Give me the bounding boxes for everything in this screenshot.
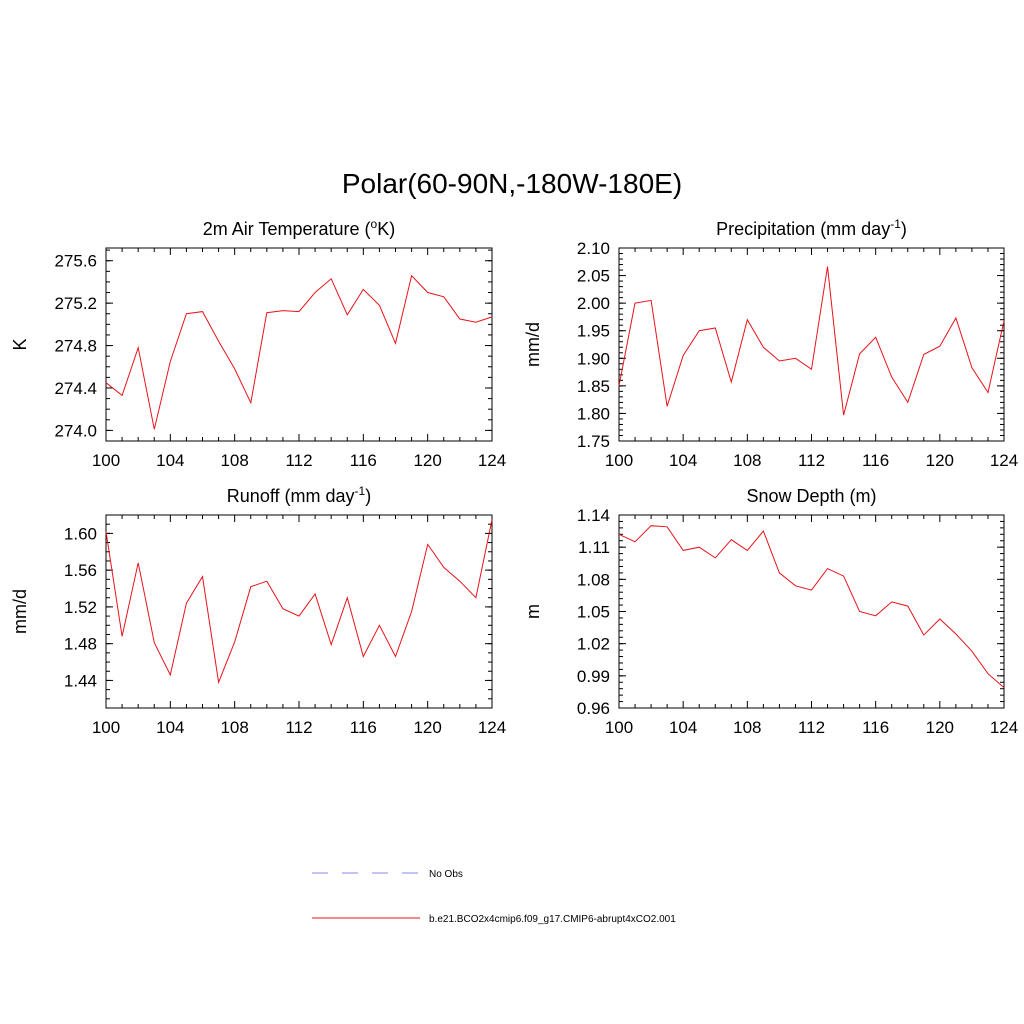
plot-frame bbox=[618, 514, 1005, 709]
y-axis-label: mm/d bbox=[10, 589, 30, 634]
x-tick-label: 100 bbox=[92, 718, 120, 737]
series-line bbox=[105, 519, 493, 685]
x-tick-label: 112 bbox=[285, 451, 312, 470]
x-tick-label: 120 bbox=[413, 451, 441, 470]
y-tick-label: 1.95 bbox=[577, 322, 610, 341]
plot-frame bbox=[105, 247, 493, 442]
x-tick-label: 124 bbox=[990, 718, 1018, 737]
y-tick-label: 0.96 bbox=[577, 699, 610, 718]
plot-frame bbox=[105, 514, 493, 709]
panel-title-unit: (mm day bbox=[815, 219, 890, 239]
x-tick-label: 124 bbox=[478, 451, 506, 470]
y-tick-label: 1.85 bbox=[577, 377, 610, 396]
y-tick-label: 1.56 bbox=[64, 561, 97, 580]
y-tick-label: 274.8 bbox=[54, 337, 97, 356]
panels: 2m Air Temperature (oK) K 100 104 108 112 116 1… bbox=[10, 217, 1018, 737]
y-axis-label: mm/d bbox=[523, 322, 543, 367]
x-tick-label: 120 bbox=[926, 451, 954, 470]
x-tick-label: 108 bbox=[733, 451, 761, 470]
figure-title: Polar(60-90N,-180W-180E) bbox=[342, 168, 682, 199]
chart-panel-2: Precipitation (mm day-1) mm/d 100 104 108 112… bbox=[523, 217, 1018, 470]
panel-title: 2m Air Temperature (oK) bbox=[203, 217, 395, 239]
y-tick-label: 2.00 bbox=[577, 294, 610, 313]
x-tick-label: 116 bbox=[862, 718, 889, 737]
x-tick-label: 108 bbox=[220, 718, 248, 737]
x-tick-label: 100 bbox=[605, 718, 633, 737]
series-line bbox=[105, 274, 493, 430]
panel-title: Snow Depth (m) bbox=[746, 486, 876, 506]
panel-title-unit: ( bbox=[360, 219, 371, 239]
y-axis-label: K bbox=[10, 338, 30, 350]
y-tick-label: 275.2 bbox=[54, 294, 97, 313]
x-tick-label: 108 bbox=[733, 718, 761, 737]
panel-title-main: 2m Air Temperature bbox=[203, 219, 360, 239]
series-line bbox=[618, 525, 1005, 688]
chart-panel-4: Snow Depth (m) m 100 104 108 112 116 120 124 0.96… bbox=[523, 486, 1018, 737]
y-tick-label: 1.80 bbox=[577, 404, 610, 423]
y-tick-label: 274.0 bbox=[54, 421, 97, 440]
y-tick-label: 1.08 bbox=[577, 570, 610, 589]
x-tick-label: 116 bbox=[350, 451, 377, 470]
y-tick-label: 1.90 bbox=[577, 349, 610, 368]
x-tick-label: 120 bbox=[926, 718, 954, 737]
panel-title-main: Snow Depth (m) bbox=[746, 486, 876, 506]
x-tick-label: 104 bbox=[669, 451, 697, 470]
x-tick-label: 112 bbox=[798, 718, 825, 737]
chart-panel-3: Runoff (mm day-1) mm/d 100 104 108 112 116 120 1… bbox=[10, 484, 506, 737]
chart-panel-1: 2m Air Temperature (oK) K 100 104 108 112 116 1… bbox=[10, 217, 506, 470]
legend: No Obs b.e21.BCO2x4cmip6.f09_g17.CMIP6-ab… bbox=[312, 869, 676, 925]
panel-title-superscript: -1 bbox=[890, 217, 901, 231]
x-tick-label: 104 bbox=[156, 451, 184, 470]
y-tick-label: 1.60 bbox=[64, 524, 97, 543]
x-tick-label: 112 bbox=[798, 451, 825, 470]
x-tick-label: 112 bbox=[285, 718, 312, 737]
panel-title: Precipitation (mm day-1) bbox=[716, 217, 907, 239]
x-tick-label: 120 bbox=[413, 718, 441, 737]
legend-series-label: b.e21.BCO2x4cmip6.f09_g17.CMIP6-abrupt4x… bbox=[429, 914, 676, 925]
series-line bbox=[618, 266, 1005, 416]
legend-obs-label: No Obs bbox=[429, 869, 463, 880]
y-tick-label: 1.48 bbox=[64, 635, 97, 654]
x-tick-label: 108 bbox=[220, 451, 248, 470]
x-tick-label: 104 bbox=[156, 718, 184, 737]
y-tick-label: 1.02 bbox=[577, 635, 610, 654]
x-tick-label: 124 bbox=[990, 451, 1018, 470]
y-tick-label: 274.4 bbox=[54, 379, 97, 398]
x-tick-label: 104 bbox=[669, 718, 697, 737]
panel-title-main: Runoff bbox=[227, 486, 281, 506]
plot-frame bbox=[618, 247, 1005, 442]
panel-title-unit-tail: K) bbox=[377, 219, 395, 239]
panel-title-unit-tail: ) bbox=[901, 219, 907, 239]
y-tick-label: 1.11 bbox=[578, 538, 610, 557]
y-tick-label: 2.05 bbox=[577, 267, 610, 286]
panel-title-superscript: -1 bbox=[355, 484, 366, 498]
panel-title: Runoff (mm day-1) bbox=[227, 484, 371, 506]
y-tick-label: 1.14 bbox=[577, 506, 610, 525]
x-tick-label: 100 bbox=[92, 451, 120, 470]
y-tick-label: 1.75 bbox=[577, 432, 610, 451]
x-tick-label: 100 bbox=[605, 451, 633, 470]
y-tick-label: 0.99 bbox=[577, 667, 610, 686]
y-tick-label: 1.52 bbox=[64, 598, 97, 617]
y-tick-label: 1.44 bbox=[64, 671, 97, 690]
panel-title-unit: (mm day bbox=[280, 486, 355, 506]
panel-title-main: Precipitation bbox=[716, 219, 815, 239]
panel-title-unit-tail: ) bbox=[365, 486, 371, 506]
x-tick-label: 116 bbox=[350, 718, 377, 737]
y-tick-label: 1.05 bbox=[577, 603, 610, 622]
y-tick-label: 275.6 bbox=[54, 252, 97, 271]
x-tick-label: 124 bbox=[478, 718, 506, 737]
y-tick-label: 2.10 bbox=[577, 239, 610, 258]
y-axis-label: m bbox=[523, 604, 543, 619]
panel-title-superscript: o bbox=[371, 217, 378, 231]
x-tick-label: 116 bbox=[862, 451, 889, 470]
